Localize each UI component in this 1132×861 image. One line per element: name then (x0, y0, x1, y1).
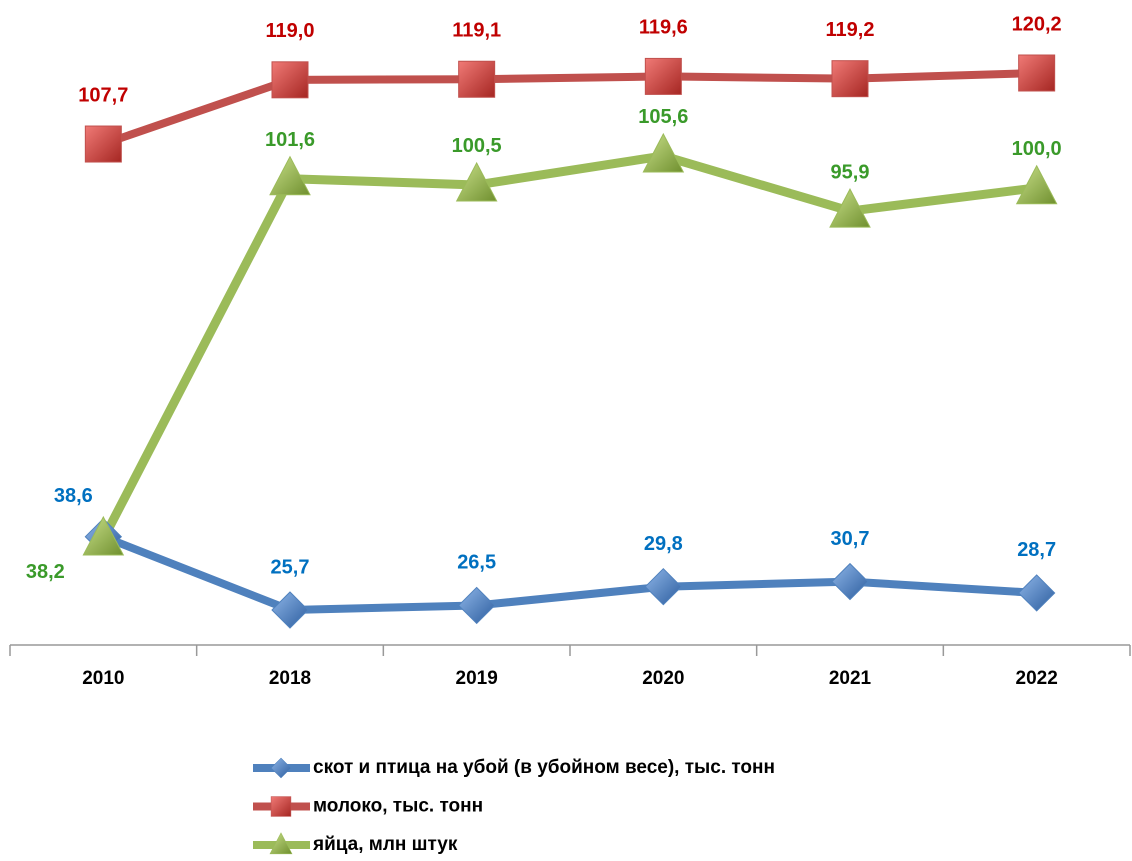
series-line (101, 532, 1037, 614)
marker-triangle (455, 161, 498, 202)
legend-label: яйца, млн штук (312, 834, 458, 855)
data-label: 25,7 (271, 556, 310, 578)
data-label: 119,1 (452, 20, 501, 42)
marker-square (84, 125, 122, 163)
x-tick-label: 2021 (829, 668, 872, 689)
data-label: 26,5 (457, 552, 496, 574)
marker-square (644, 57, 682, 95)
legend-label: молоко, тыс. тонн (313, 796, 483, 817)
series-line (102, 69, 1037, 148)
data-label: 107,7 (78, 84, 128, 106)
marker-diamond (644, 567, 683, 606)
marker-square (458, 60, 496, 98)
legend-marker (270, 796, 292, 817)
marker-square (831, 60, 869, 98)
legend-marker (269, 832, 293, 855)
data-label: 100,0 (1012, 138, 1062, 160)
data-label: 119,2 (826, 19, 875, 41)
marker-triangle (269, 155, 311, 196)
data-label: 28,7 (1017, 539, 1056, 561)
legend-label: скот и птица на убой (в убойном весе), т… (313, 757, 775, 778)
data-label: 38,6 (54, 485, 93, 507)
x-tick-label: 2020 (642, 668, 684, 689)
marker-diamond (271, 591, 309, 629)
data-label: 120,2 (1012, 13, 1062, 35)
data-label: 101,6 (265, 129, 315, 151)
series-line (99, 151, 1038, 542)
data-label: 100,5 (452, 135, 502, 157)
data-label: 29,8 (644, 533, 683, 555)
x-tick-label: 2019 (456, 668, 498, 689)
marker-triangle (642, 132, 685, 173)
data-label: 119,0 (266, 20, 315, 42)
marker-diamond (1017, 574, 1056, 612)
x-tick-label: 2022 (1016, 668, 1058, 689)
x-tick-label: 2018 (269, 668, 311, 689)
marker-diamond (457, 586, 496, 625)
data-label: 105,6 (638, 106, 688, 128)
marker-square (271, 61, 309, 99)
x-tick-label: 2010 (82, 668, 124, 689)
data-label: 119,6 (639, 17, 688, 39)
marker-triangle (1015, 164, 1058, 205)
data-label: 38,2 (26, 561, 65, 583)
data-label: 30,7 (831, 528, 870, 550)
marker-diamond (831, 562, 869, 601)
marker-square (1018, 54, 1056, 92)
marker-triangle (82, 515, 125, 556)
data-label: 95,9 (831, 161, 870, 183)
marker-triangle (829, 188, 871, 228)
legend-marker (270, 757, 292, 779)
